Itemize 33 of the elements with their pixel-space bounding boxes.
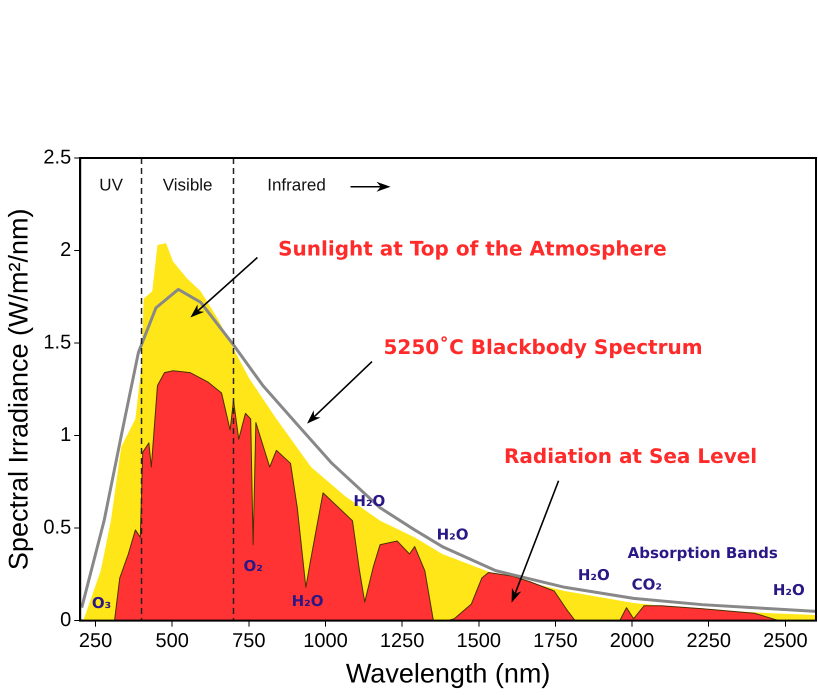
annotation: 5250˚C Blackbody Spectrum — [383, 334, 703, 359]
y-tick-label: 2.5 — [43, 146, 72, 169]
y-tick-label: 1.5 — [43, 332, 72, 354]
x-tick-label: 750 — [232, 630, 266, 652]
x-tick-label: 1500 — [456, 630, 502, 652]
y-axis-title: Spectral Irradiance (W/m²/nm) — [4, 208, 34, 570]
x-tick-label: 1750 — [533, 630, 578, 652]
annotation: H₂O — [292, 592, 324, 610]
x-tick-label: 2250 — [686, 630, 731, 652]
annotation: O₂ — [243, 556, 263, 575]
x-tick-label: 2500 — [763, 630, 808, 652]
annotation: Radiation at Sea Level — [504, 444, 758, 468]
x-tick-label: 500 — [155, 630, 189, 652]
y-tick-label: 0 — [60, 609, 72, 632]
x-tick-label: 250 — [78, 630, 112, 652]
annotation: H₂O — [772, 580, 805, 599]
annotation: H₂O — [436, 525, 468, 544]
annotation: Visible — [162, 175, 213, 194]
y-tick-label: 2 — [60, 239, 72, 262]
y-tick-label: 0.5 — [43, 516, 72, 539]
x-tick-label: 1250 — [380, 630, 424, 652]
annotation: UV — [99, 175, 124, 194]
annotation: Absorption Bands — [628, 544, 778, 562]
annotation: H₂O — [578, 566, 610, 584]
annotation: H₂O — [353, 492, 386, 510]
x-tick-label: 2000 — [610, 630, 654, 652]
annotation: CO₂ — [632, 575, 662, 594]
annotation: O₃ — [92, 594, 112, 612]
annotation: Sunlight at Top of the Atmosphere — [278, 236, 667, 261]
y-tick-label: 1 — [60, 424, 72, 446]
x-tick-label: 1000 — [303, 630, 348, 652]
x-axis-title: Wavelength (nm) — [346, 658, 550, 688]
annotation: Infrared — [267, 175, 326, 194]
